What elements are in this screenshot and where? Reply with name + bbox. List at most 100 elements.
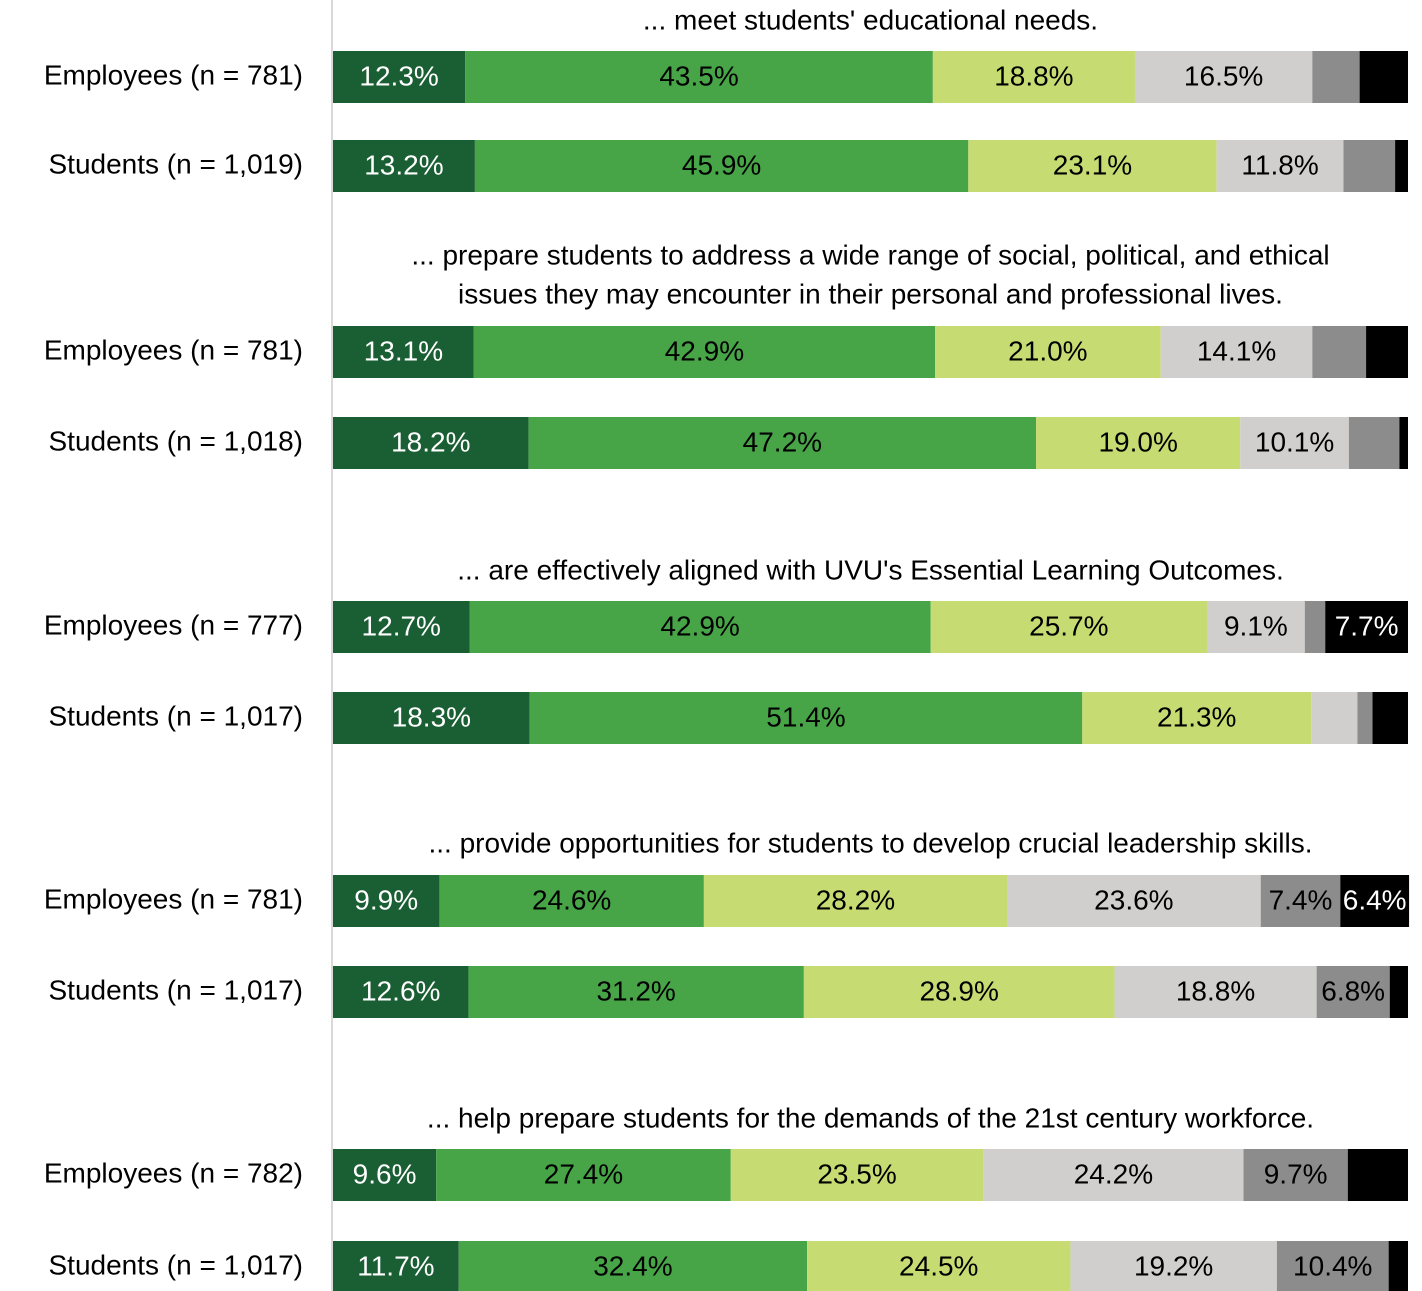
bar-segment [803,966,1115,1018]
value-label: 16.5% [1184,60,1263,91]
value-label: 28.2% [816,884,895,915]
value-label: 10.1% [1255,426,1334,457]
value-label: 42.9% [665,335,744,366]
bar-segment [930,601,1207,653]
bar-segment [1304,601,1326,653]
value-label: 27.4% [544,1158,623,1189]
value-label: 9.6% [353,1158,417,1189]
group-title: ... prepare students to address a wide r… [411,239,1329,270]
value-label: 24.6% [532,884,611,915]
bar-segment [1399,417,1408,469]
value-label: 13.2% [364,149,443,180]
bar-segment [1389,966,1408,1018]
bar-segment [1311,692,1358,744]
row-label: Employees (n = 782) [44,1157,303,1188]
bar-segment [468,966,804,1018]
bar-segment [333,601,470,653]
group-title: issues they may encounter in their perso… [458,278,1283,309]
value-label: 19.0% [1098,426,1177,457]
value-label: 21.3% [1157,701,1236,732]
group-title: ... are effectively aligned with UVU's E… [457,554,1284,585]
bar-segment [1359,51,1408,103]
bar-segment [333,966,469,1018]
bar-segment [474,140,969,192]
group-title: ... meet students' educational needs. [643,4,1098,35]
value-label: 12.6% [361,975,440,1006]
row-label: Students (n = 1,019) [48,148,303,179]
value-label: 11.8% [1241,149,1318,180]
row-label: Employees (n = 781) [44,883,303,914]
bar-segment [932,51,1135,103]
bar-segment [333,326,474,378]
bar-segment [1007,875,1261,927]
bar-segment [333,417,529,469]
value-label: 28.9% [919,975,998,1006]
value-label: 11.7% [357,1250,434,1281]
bar-segment [1343,140,1396,192]
bar-segment [1114,966,1317,1018]
row-label: Students (n = 1,017) [48,1249,303,1280]
value-label: 12.7% [362,610,441,641]
value-label: 9.9% [354,884,418,915]
bar-segment [1348,417,1400,469]
row-label: Employees (n = 777) [44,609,303,640]
value-label: 24.5% [899,1250,978,1281]
bar-segment [333,1241,459,1291]
bar-segment [1160,326,1313,378]
value-label: 24.2% [1074,1158,1153,1189]
value-label: 23.6% [1094,884,1173,915]
value-label: 6.8% [1321,975,1385,1006]
bar-segment [935,326,1161,378]
bar-segment [1325,601,1408,653]
value-label: 18.8% [1176,975,1255,1006]
bar-segment [703,875,1008,927]
bar-segment [1243,1149,1348,1201]
bar-segment [1395,140,1408,192]
value-label: 7.4% [1269,884,1333,915]
group-title: ... help prepare students for the demand… [427,1102,1314,1133]
bar-segment [1340,875,1410,927]
value-label: 18.8% [994,60,1073,91]
bar-segment [333,875,440,927]
row-label: Students (n = 1,017) [48,700,303,731]
value-label: 13.1% [364,335,443,366]
value-label: 45.9% [682,149,761,180]
bar-segment [1036,417,1241,469]
value-label: 31.2% [596,975,675,1006]
bar-segment [1216,140,1344,192]
bar-segment [529,692,1083,744]
bar-segment [333,140,475,192]
value-label: 7.7% [1335,610,1399,641]
bar-segment [458,1241,808,1291]
value-label: 10.4% [1293,1250,1372,1281]
bar-segment [528,417,1037,469]
bar-segment [1276,1241,1389,1291]
bar-segment [1357,692,1373,744]
value-label: 21.0% [1008,335,1087,366]
bar-segment [1347,1149,1408,1201]
bar-segment [1312,51,1360,103]
row-label: Students (n = 1,017) [48,974,303,1005]
bar-segment [469,601,931,653]
value-label: 23.5% [817,1158,896,1189]
row-label: Employees (n = 781) [44,59,303,90]
bar-segment [436,1149,731,1201]
bar-segment [1070,1241,1277,1291]
value-label: 47.2% [743,426,822,457]
bar-segment [1260,875,1341,927]
value-label: 9.1% [1224,610,1288,641]
value-label: 14.1% [1197,335,1276,366]
value-label: 32.4% [593,1250,672,1281]
bar-segment [1240,417,1349,469]
value-label: 12.3% [359,60,438,91]
bar-segment [439,875,704,927]
bar-segment [1388,1241,1408,1291]
value-label: 43.5% [659,60,738,91]
bar-segment [465,51,933,103]
bar-segment [333,51,466,103]
bar-segment [1316,966,1390,1018]
bar-segment [333,692,530,744]
value-label: 25.7% [1029,610,1108,641]
bar-segment [1312,326,1367,378]
